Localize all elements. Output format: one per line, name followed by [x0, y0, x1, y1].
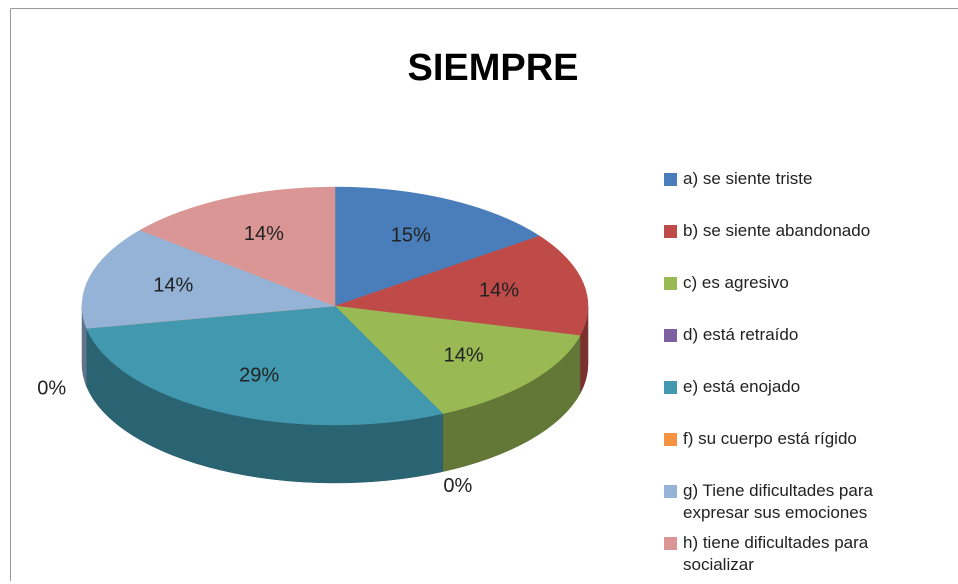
legend-item: c) es agresivo	[664, 272, 926, 324]
legend-swatch	[664, 329, 677, 342]
chart-title: SIEMPRE	[407, 47, 578, 89]
legend-label: a) se siente triste	[683, 169, 813, 188]
data-label: 29%	[239, 364, 279, 386]
pie-slice	[139, 186, 336, 307]
legend-item: e) está enojado	[664, 376, 926, 428]
legend-item: f) su cuerpo está rígido	[664, 428, 926, 480]
data-label: 14%	[479, 280, 519, 302]
legend-label: g) Tiene dificultades para expresar sus …	[683, 481, 873, 522]
data-label: 0%	[37, 378, 66, 400]
legend-swatch	[664, 537, 677, 550]
legend-item: h) tiene dificultades para socializar	[664, 532, 926, 584]
legend-label: c) es agresivo	[683, 273, 789, 292]
legend-label: f) su cuerpo está rígido	[683, 429, 857, 448]
pie-slice	[81, 229, 336, 329]
legend-label: d) está retraído	[683, 325, 799, 344]
legend-swatch	[664, 381, 677, 394]
legend-swatch	[664, 485, 677, 498]
data-label: 14%	[153, 275, 193, 297]
legend-item: d) está retraído	[664, 324, 926, 376]
legend: a) se siente triste b) se siente abandona…	[664, 168, 926, 584]
pie-slice	[334, 305, 581, 414]
legend-swatch	[664, 225, 677, 238]
pie-slice	[334, 186, 541, 307]
data-label: 0%	[443, 475, 472, 497]
legend-label: h) tiene dificultades para socializar	[683, 533, 869, 574]
pie-slice	[334, 235, 589, 336]
legend-item: a) se siente triste	[664, 168, 926, 220]
legend-swatch	[664, 173, 677, 186]
legend-label: e) está enojado	[683, 377, 801, 396]
data-label: 14%	[244, 223, 284, 245]
pie-tops	[81, 186, 589, 426]
data-label: 15%	[391, 224, 431, 246]
legend-label: b) se siente abandonado	[683, 221, 871, 240]
data-label: 14%	[444, 344, 484, 366]
legend-swatch	[664, 433, 677, 446]
legend-swatch	[664, 277, 677, 290]
legend-item: b) se siente abandonado	[664, 220, 926, 272]
legend-item: g) Tiene dificultades para expresar sus …	[664, 480, 926, 532]
pie-slice	[86, 305, 444, 426]
